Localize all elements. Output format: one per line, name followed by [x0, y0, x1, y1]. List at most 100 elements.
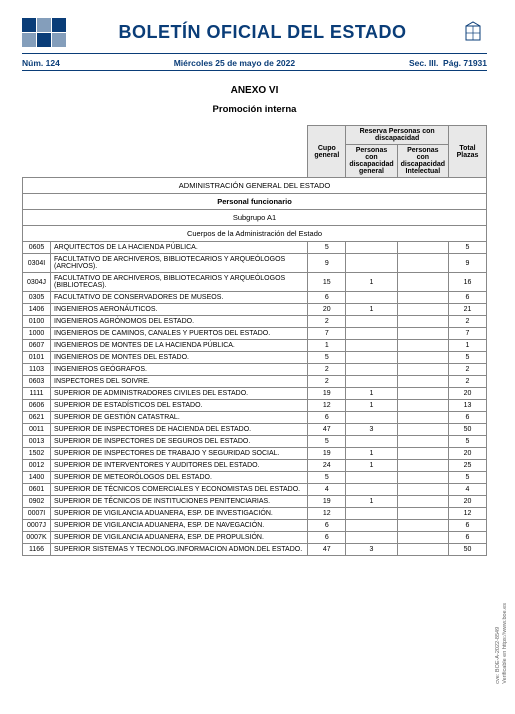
table-row: 0601SUPERIOR DE TÉCNICOS COMERCIALES Y E… — [23, 484, 487, 496]
cell-cupo: 2 — [308, 316, 346, 328]
issue-number: Núm. 124 — [22, 58, 60, 68]
section-cuerpos: Cuerpos de la Administración del Estado — [23, 226, 487, 242]
cell-total: 5 — [449, 436, 487, 448]
cell-name: INGENIEROS DE MONTES DE LA HACIENDA PÚBL… — [51, 340, 308, 352]
cell-cupo: 1 — [308, 340, 346, 352]
cell-disc-int — [397, 496, 448, 508]
cell-cupo: 12 — [308, 508, 346, 520]
table-row: 1000INGENIEROS DE CAMINOS, CANALES Y PUE… — [23, 328, 487, 340]
table-body: ADMINISTRACIÓN GENERAL DEL ESTADO Person… — [23, 178, 487, 556]
cell-total: 6 — [449, 520, 487, 532]
cell-disc-int — [397, 544, 448, 556]
cell-code: 1166 — [23, 544, 51, 556]
cell-disc-gen — [346, 316, 397, 328]
cell-disc-int — [397, 400, 448, 412]
table-row: 0011SUPERIOR DE INSPECTORES DE HACIENDA … — [23, 424, 487, 436]
cell-disc-int — [397, 328, 448, 340]
table-row: 0007ISUPERIOR DE VIGILANCIA ADUANERA, ES… — [23, 508, 487, 520]
cell-total: 21 — [449, 304, 487, 316]
cell-total: 25 — [449, 460, 487, 472]
cell-disc-gen — [346, 292, 397, 304]
verify-url: Verificable en https://www.boe.es — [502, 603, 508, 684]
cell-code: 1400 — [23, 472, 51, 484]
cell-disc-gen: 3 — [346, 544, 397, 556]
cell-code: 0621 — [23, 412, 51, 424]
cell-code: 1111 — [23, 388, 51, 400]
cell-disc-gen — [346, 242, 397, 254]
cell-cupo: 2 — [308, 364, 346, 376]
cell-name: SUPERIOR DE ADMINISTRADORES CIVILES DEL … — [51, 388, 308, 400]
cell-disc-int — [397, 316, 448, 328]
cell-name: SUPERIOR DE INSPECTORES DE SEGUROS DEL E… — [51, 436, 308, 448]
cell-disc-int — [397, 242, 448, 254]
cve-code: cve: BOE-A-2022-8549 — [495, 627, 501, 684]
cell-total: 6 — [449, 292, 487, 304]
cell-disc-gen — [346, 412, 397, 424]
table-row: 1103INGENIEROS GEÓGRAFOS.22 — [23, 364, 487, 376]
cell-code: 0007I — [23, 508, 51, 520]
cell-cupo: 20 — [308, 304, 346, 316]
cell-name: SUPERIOR DE INTERVENTORES Y AUDITORES DE… — [51, 460, 308, 472]
cell-code: 1502 — [23, 448, 51, 460]
cell-disc-int — [397, 376, 448, 388]
cell-cupo: 5 — [308, 472, 346, 484]
cell-disc-int — [397, 273, 448, 292]
plazas-table: Cupo general Reserva Personas con discap… — [22, 125, 487, 556]
cell-name: INGENIEROS AGRÓNOMOS DEL ESTADO. — [51, 316, 308, 328]
cell-disc-gen — [346, 508, 397, 520]
cell-name: SUPERIOR DE METEORÓLOGOS DEL ESTADO. — [51, 472, 308, 484]
cell-disc-int — [397, 304, 448, 316]
section-personal: Personal funcionario — [23, 194, 487, 210]
cell-disc-gen — [346, 376, 397, 388]
cell-name: ARQUITECTOS DE LA HACIENDA PÚBLICA. — [51, 242, 308, 254]
cell-disc-int — [397, 436, 448, 448]
cell-name: SUPERIOR DE INSPECTORES DE TRABAJO Y SEG… — [51, 448, 308, 460]
cell-total: 50 — [449, 544, 487, 556]
cell-total: 2 — [449, 316, 487, 328]
cell-disc-int — [397, 352, 448, 364]
cell-total: 9 — [449, 254, 487, 273]
cell-code: 1103 — [23, 364, 51, 376]
cell-name: SUPERIOR DE VIGILANCIA ADUANERA, ESP. DE… — [51, 508, 308, 520]
table-row: 0304IFACULTATIVO DE ARCHIVEROS, BIBLIOTE… — [23, 254, 487, 273]
col-total: Total Plazas — [449, 126, 487, 178]
cell-total: 13 — [449, 400, 487, 412]
cell-name: INGENIEROS DE CAMINOS, CANALES Y PUERTOS… — [51, 328, 308, 340]
cell-name: INGENIEROS DE MONTES DEL ESTADO. — [51, 352, 308, 364]
section-page: Sec. III. Pág. 71931 — [409, 58, 487, 68]
cell-disc-gen: 1 — [346, 400, 397, 412]
cell-total: 20 — [449, 448, 487, 460]
cell-cupo: 4 — [308, 484, 346, 496]
cell-code: 0603 — [23, 376, 51, 388]
cell-total: 6 — [449, 412, 487, 424]
cell-disc-gen — [346, 520, 397, 532]
cell-disc-gen — [346, 328, 397, 340]
table-row: 1111SUPERIOR DE ADMINISTRADORES CIVILES … — [23, 388, 487, 400]
cell-disc-int — [397, 340, 448, 352]
table-row: 0007JSUPERIOR DE VIGILANCIA ADUANERA, ES… — [23, 520, 487, 532]
cell-disc-gen: 1 — [346, 273, 397, 292]
cell-disc-gen — [346, 484, 397, 496]
table-row: 0305FACULTATIVO DE CONSERVADORES DE MUSE… — [23, 292, 487, 304]
cell-cupo: 47 — [308, 544, 346, 556]
table-row: 0621SUPERIOR DE GESTIÓN CATASTRAL.66 — [23, 412, 487, 424]
cell-name: FACULTATIVO DE ARCHIVEROS, BIBLIOTECARIO… — [51, 273, 308, 292]
cell-disc-int — [397, 424, 448, 436]
cell-disc-gen: 1 — [346, 448, 397, 460]
cell-disc-int — [397, 532, 448, 544]
cell-cupo: 5 — [308, 242, 346, 254]
table-row: 0902SUPERIOR DE TÉCNICOS DE INSTITUCIONE… — [23, 496, 487, 508]
cell-name: SUPERIOR DE INSPECTORES DE HACIENDA DEL … — [51, 424, 308, 436]
cell-disc-gen — [346, 436, 397, 448]
page: BOLETÍN OFICIAL DEL ESTADO Núm. 124 Miér… — [0, 0, 515, 574]
cell-code: 0007K — [23, 532, 51, 544]
cell-name: INGENIEROS GEÓGRAFOS. — [51, 364, 308, 376]
cell-total: 1 — [449, 340, 487, 352]
cell-disc-gen: 1 — [346, 496, 397, 508]
cell-disc-int — [397, 484, 448, 496]
table-row: 1166SUPERIOR SISTEMAS Y TECNOLOG.INFORMA… — [23, 544, 487, 556]
cell-disc-int — [397, 292, 448, 304]
cell-cupo: 7 — [308, 328, 346, 340]
cell-disc-gen — [346, 364, 397, 376]
cell-cupo: 2 — [308, 376, 346, 388]
